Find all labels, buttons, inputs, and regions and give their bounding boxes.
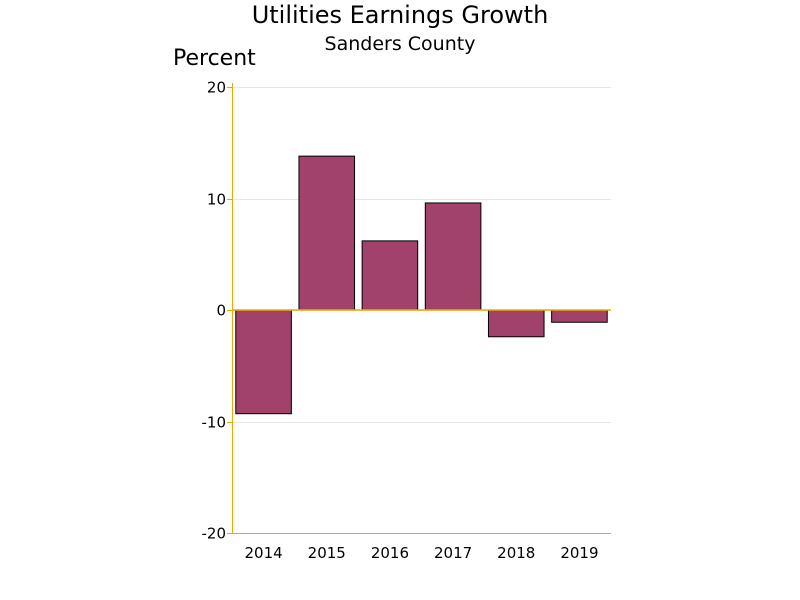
y-tick-label: 10 <box>207 191 226 209</box>
x-tick-label: 2015 <box>308 544 346 562</box>
bar-2014 <box>235 309 292 415</box>
chart-title: Utilities Earnings Growth <box>251 1 549 29</box>
x-tick-label: 2017 <box>434 544 472 562</box>
x-tick-label: 2016 <box>371 544 409 562</box>
y-axis-label: Percent <box>173 46 256 71</box>
y-tick-label: 0 <box>216 302 226 320</box>
bar-2015 <box>298 155 356 311</box>
y-tick-label: -10 <box>202 414 227 432</box>
x-tick-label: 2014 <box>244 544 282 562</box>
x-tick-label: 2019 <box>560 544 598 562</box>
bar-2016 <box>361 240 419 311</box>
chart-subtitle: Sanders County <box>324 33 476 55</box>
y-tick-label: 20 <box>207 79 226 97</box>
y-tick-label: -20 <box>202 525 227 543</box>
bar-2019 <box>551 309 608 323</box>
x-tick-label: 2018 <box>497 544 535 562</box>
bar-2018 <box>487 309 545 338</box>
bar-2017 <box>424 202 482 311</box>
